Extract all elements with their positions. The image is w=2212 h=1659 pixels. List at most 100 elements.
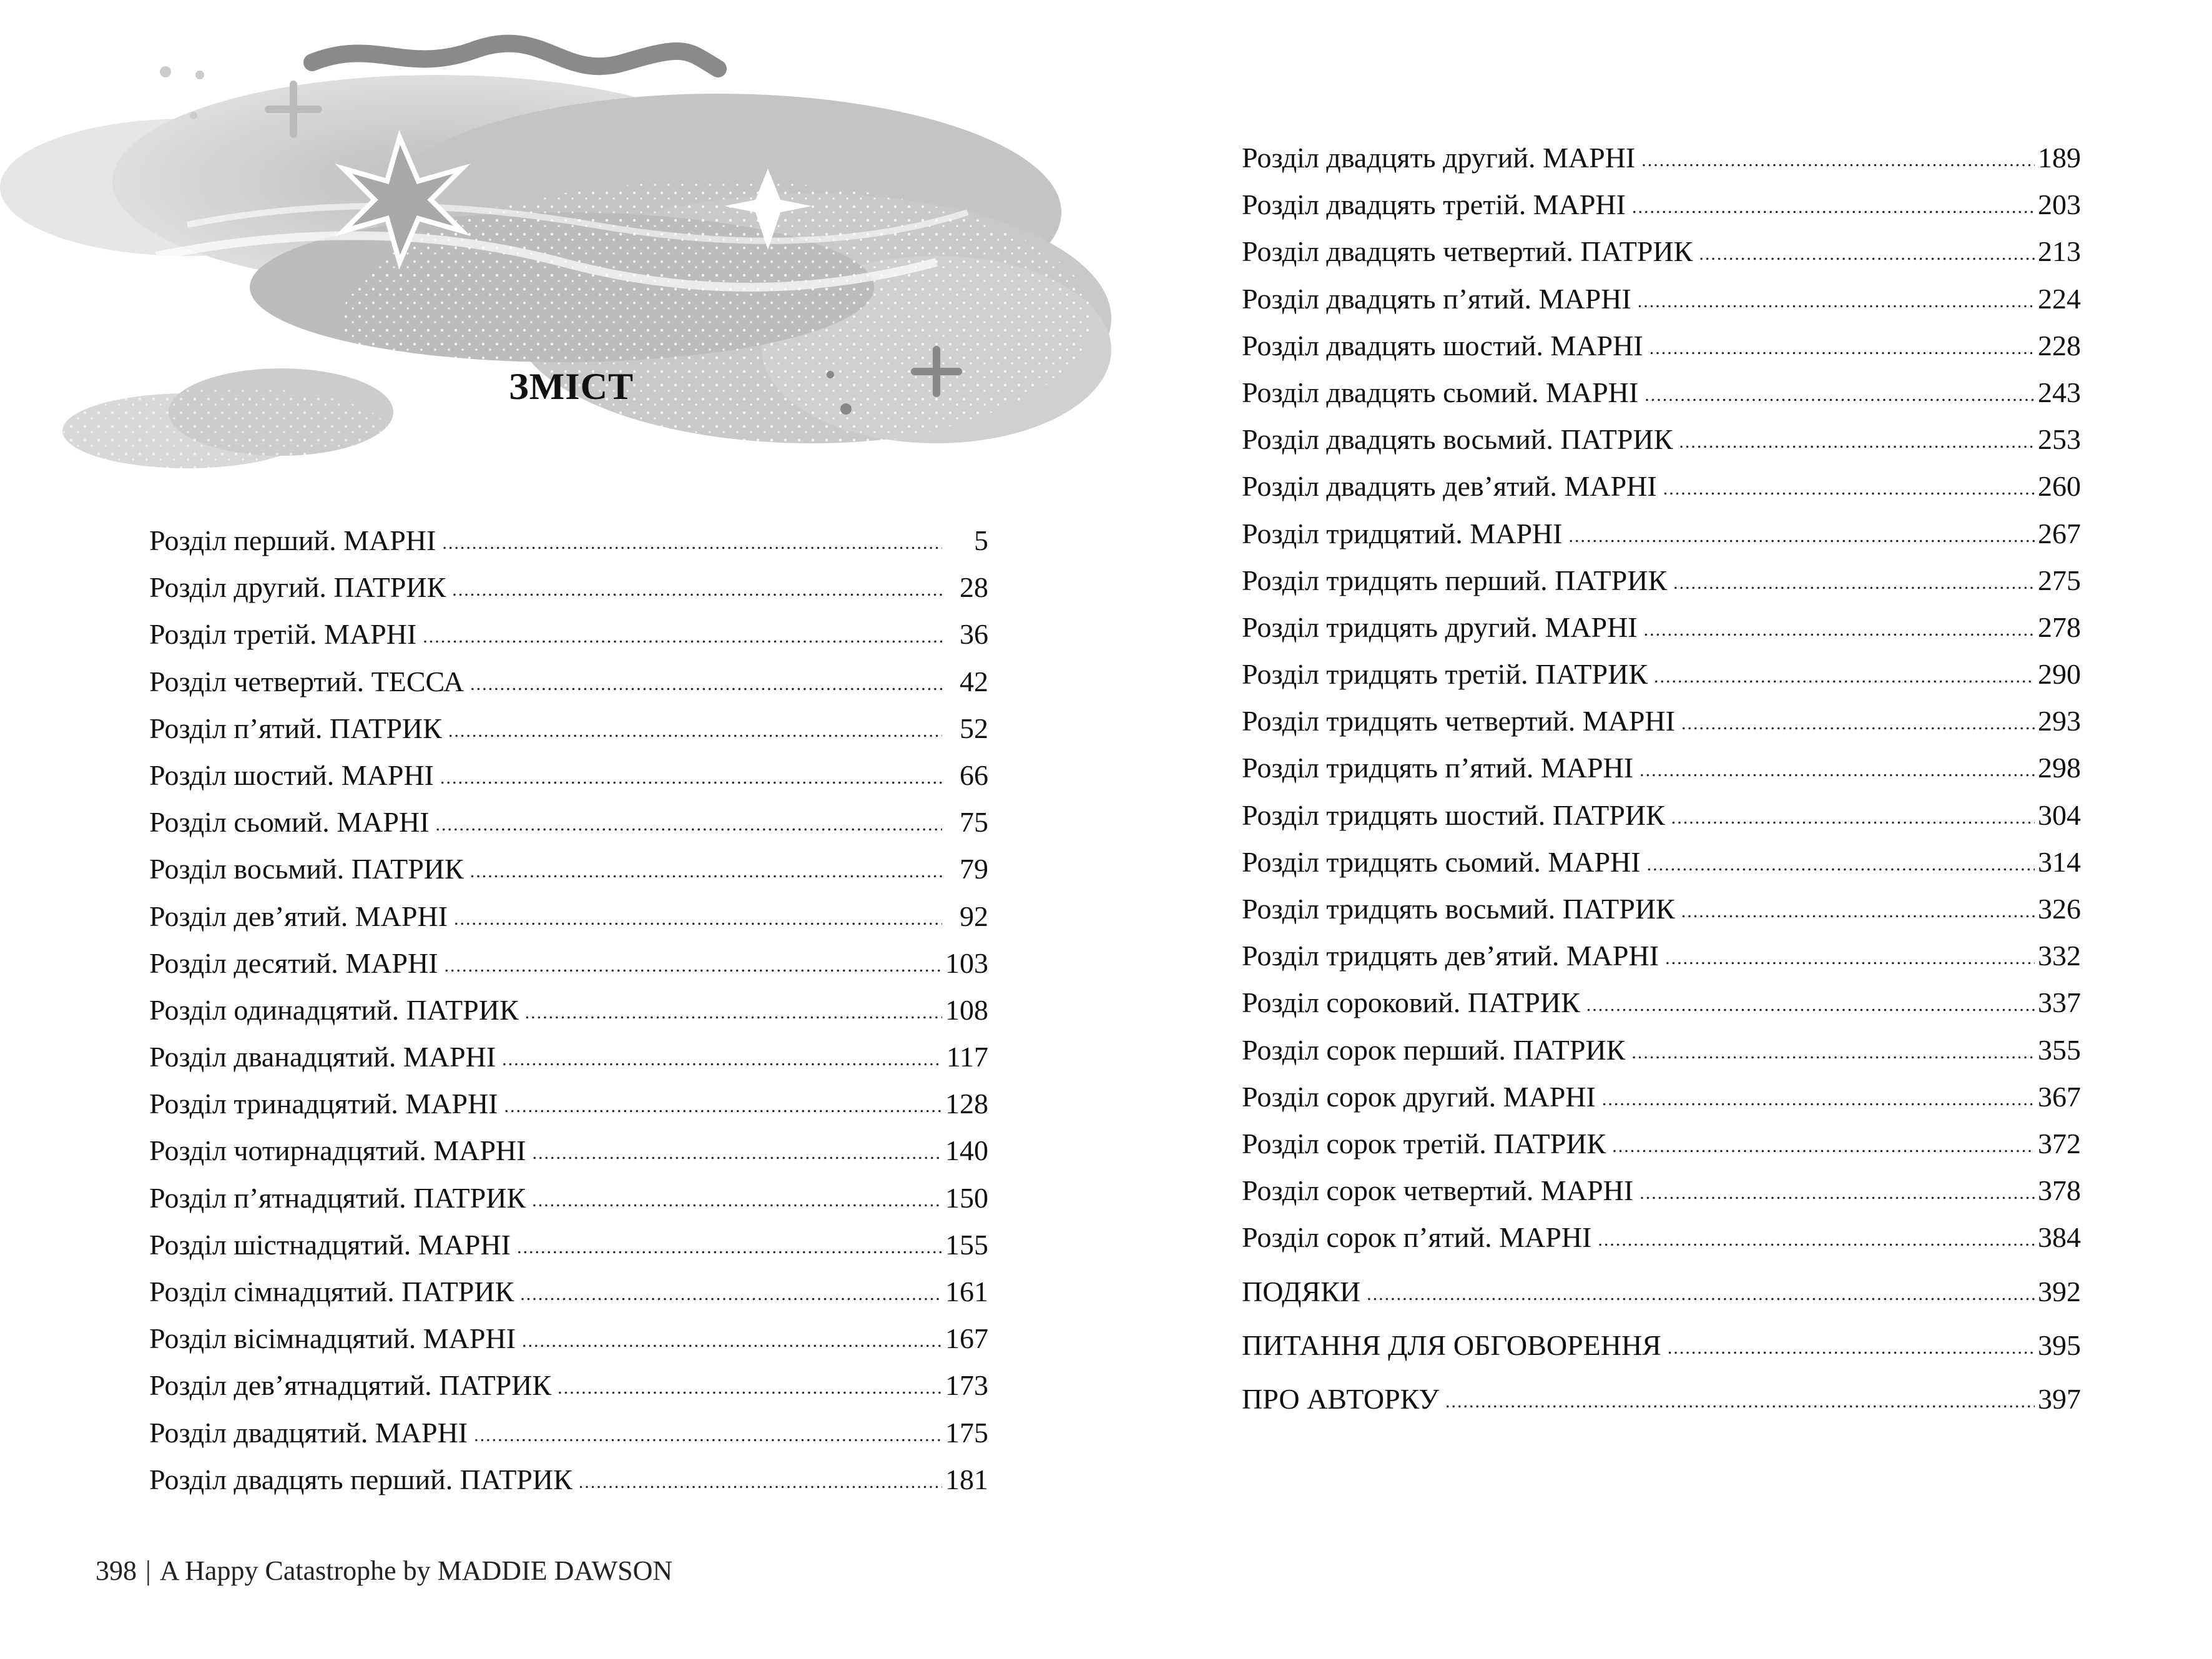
- toc-entry-page: 79: [960, 853, 988, 885]
- toc-entry-page: 150: [945, 1181, 988, 1214]
- toc-entry-title: Розділ двадцять п’ятий. МАРНІ: [1242, 282, 1631, 315]
- toc-entry: Розділ тридцять четвертий. МАРНІ 293: [1242, 702, 2081, 749]
- toc-entry: Розділ сорок другий. МАРНІ 367: [1242, 1078, 2081, 1125]
- toc-entry-title: ПИТАННЯ ДЛЯ ОБГОВОРЕННЯ: [1242, 1329, 1661, 1361]
- toc-entry-title: Розділ дев’ятнадцятий. ПАТРИК: [149, 1369, 552, 1402]
- toc-entry: Розділ другий. ПАТРИК 28: [149, 568, 988, 615]
- toc-entry-page: 128: [945, 1088, 988, 1120]
- dot-leader: [470, 850, 942, 879]
- dot-leader: [1586, 983, 2035, 1012]
- toc-entry-title: Розділ тридцять восьмий. ПАТРИК: [1242, 893, 1675, 925]
- toc-entry-page: 332: [2038, 940, 2081, 972]
- toc-entry-page: 140: [945, 1135, 988, 1167]
- toc-entry: Розділ тридцятий. МАРНІ 267: [1242, 514, 2081, 561]
- toc-entry-page: 75: [960, 806, 988, 839]
- toc-entry-page: 28: [960, 571, 988, 604]
- toc-entry-title: Розділ п’ятнадцятий. ПАТРИК: [149, 1181, 526, 1214]
- toc-entry-page: 5: [974, 524, 988, 556]
- dot-leader: [1631, 1031, 2035, 1060]
- toc-entry: Розділ сороковий. ПАТРИК 337: [1242, 983, 2081, 1030]
- toc-entry-title: Розділ сорок п’ятий. МАРНІ: [1242, 1221, 1592, 1254]
- dot-leader: [474, 1414, 942, 1442]
- toc-entry-title: Розділ третій. МАРНІ: [149, 618, 417, 651]
- toc-entry: Розділ тридцять другий. МАРНІ 278: [1242, 608, 2081, 655]
- footer-separator: |: [145, 1555, 151, 1586]
- dot-leader: [1663, 467, 2035, 496]
- dot-leader: [520, 1273, 942, 1301]
- toc-entry: Розділ тридцять третій. ПАТРИК 290: [1242, 655, 2081, 702]
- toc-entry: Розділ тридцять перший. ПАТРИК 275: [1242, 561, 2081, 608]
- toc-entry-page: 52: [960, 712, 988, 744]
- toc-entry: ПИТАННЯ ДЛЯ ОБГОВОРЕННЯ 395: [1242, 1326, 2081, 1373]
- sparkle-icon: [911, 346, 962, 397]
- toc-entry-title: Розділ двадцять дев’ятий. МАРНІ: [1242, 470, 1657, 503]
- dot-leader: [525, 991, 942, 1020]
- toc-entry-page: 167: [945, 1322, 988, 1355]
- toc-entry: Розділ чотирнадцятий. МАРНІ 140: [149, 1131, 988, 1178]
- toc-entry-page: 314: [2038, 845, 2081, 878]
- toc-entry-title: Розділ вісімнадцятий. МАРНІ: [149, 1322, 516, 1355]
- toc-entry-title: Розділ двадцять шостий. МАРНІ: [1242, 329, 1643, 362]
- dot-leader: [1649, 327, 2035, 355]
- dot-leader: [532, 1131, 942, 1160]
- toc-entry: Розділ двадцять шостий. МАРНІ 228: [1242, 327, 2081, 373]
- toc-entry-page: 337: [2038, 987, 2081, 1019]
- dot-leader: [1612, 1125, 2035, 1153]
- toc-entry-title: Розділ тридцять другий. МАРНІ: [1242, 611, 1638, 643]
- dot-leader: [448, 709, 942, 738]
- toc-entry-page: 326: [2038, 893, 2081, 925]
- squiggle-line: [303, 34, 727, 77]
- toc-entry: Розділ тридцять п’ятий. МАРНІ 298: [1242, 749, 2081, 795]
- toc-entry-page: 175: [945, 1416, 988, 1449]
- dot-leader: [1681, 890, 2035, 918]
- toc-entry: Розділ сорок третій. ПАТРИК 372: [1242, 1125, 2081, 1171]
- book-title: A Happy Catastrophe: [159, 1555, 396, 1586]
- dot-leader: [442, 521, 942, 550]
- toc-entry: Розділ восьмий. ПАТРИК 79: [149, 850, 988, 897]
- toc-entry-title: Розділ двадцять четвертий. ПАТРИК: [1242, 235, 1693, 268]
- toc-entry: Розділ двадцятий. МАРНІ 175: [149, 1414, 988, 1460]
- toc-entry-page: 267: [2038, 517, 2081, 549]
- toc-entry-title: Розділ п’ятий. ПАТРИК: [149, 712, 442, 744]
- dot-leader: [1367, 1273, 2035, 1301]
- toc-entry-page: 228: [2038, 329, 2081, 362]
- toc-entry: Розділ п’ятнадцятий. ПАТРИК 150: [149, 1179, 988, 1226]
- page-title: ЗМІСТ: [509, 366, 634, 407]
- toc-entry-page: 367: [2038, 1080, 2081, 1113]
- toc-entry: Розділ третій. МАРНІ 36: [149, 615, 988, 662]
- dot-leader: [1568, 514, 2035, 543]
- toc-entry-page: 36: [960, 618, 988, 651]
- toc-entry-title: Розділ двадцять другий. МАРНІ: [1242, 142, 1636, 174]
- dot-leader: [532, 1179, 942, 1208]
- toc-entry-title: Розділ сороковий. ПАТРИК: [1242, 987, 1580, 1019]
- toc-entry-page: 103: [945, 947, 988, 979]
- page-footer: 398 | A Happy Catastrophe by MADDIE DAWSON: [96, 1555, 672, 1587]
- dot-leader: [1638, 280, 2035, 308]
- toc-entry-title: Розділ четвертий. ТЕССА: [149, 665, 465, 697]
- toc-entry: Розділ сорок п’ятий. МАРНІ 384: [1242, 1218, 2081, 1265]
- toc-entry-title: Розділ двадцять восьмий. ПАТРИК: [1242, 423, 1673, 456]
- toc-right-column: Розділ двадцять другий. МАРНІ189Розділ д…: [1242, 139, 2081, 1427]
- toc-entry-title: Розділ тридцять перший. ПАТРИК: [1242, 564, 1668, 596]
- toc-entry-title: Розділ двадцять третій. МАРНІ: [1242, 189, 1626, 221]
- toc-entry-page: 173: [945, 1369, 988, 1402]
- star-icon: [335, 130, 471, 270]
- dot-leader: [502, 1038, 942, 1066]
- dot-leader: [1679, 420, 2035, 449]
- toc-entry: Розділ п’ятий. ПАТРИК 52: [149, 709, 988, 756]
- toc-entry-page: 278: [2038, 611, 2081, 643]
- toc-entry-page: 378: [2038, 1174, 2081, 1207]
- dot-leader: [1639, 749, 2035, 777]
- toc-entry-page: 108: [945, 993, 988, 1026]
- toc-entry: Розділ перший. МАРНІ 5: [149, 521, 988, 568]
- dot-leader: [445, 944, 942, 973]
- toc-entry-title: ПОДЯКИ: [1242, 1275, 1361, 1307]
- toc-entry: Розділ шостий. МАРНІ 66: [149, 756, 988, 803]
- author-name: MADDIE DAWSON: [437, 1555, 673, 1586]
- toc-entry: Розділ двадцять другий. МАРНІ 189: [1242, 139, 2081, 185]
- toc-entry: Розділ двадцять п’ятий. МАРНІ 224: [1242, 280, 2081, 327]
- dot-leader: [423, 615, 942, 644]
- page-number: 398: [96, 1555, 137, 1586]
- dot-leader: [470, 662, 942, 691]
- dot-leader: [1668, 1326, 2035, 1355]
